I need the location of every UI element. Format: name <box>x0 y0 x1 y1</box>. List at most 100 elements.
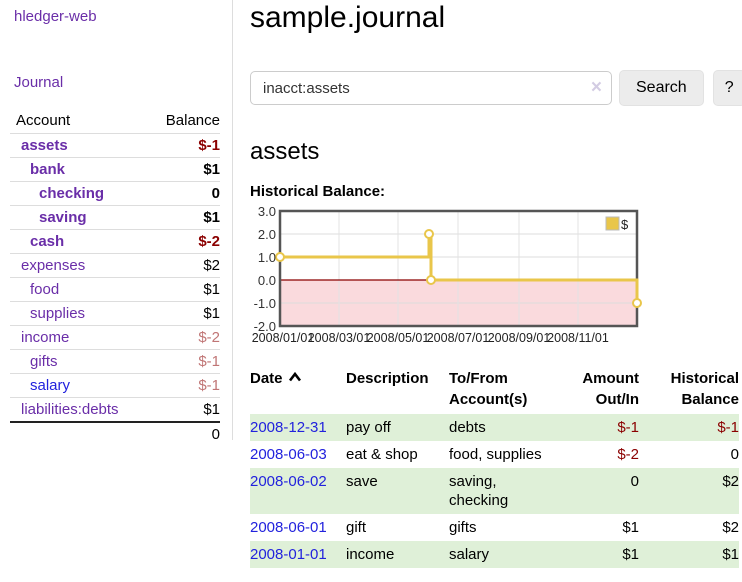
account-heading: assets <box>250 138 320 165</box>
search-button[interactable]: Search <box>619 70 704 106</box>
chart-legend: $ <box>605 216 629 232</box>
accounts-total: 0 <box>145 421 220 446</box>
accounts-header-balance: Balance <box>165 112 220 129</box>
chart-x-axis-labels: 2008/01/01 2008/03/01 2008/05/01 2008/07… <box>252 331 609 345</box>
account-balance: $2 <box>145 253 220 278</box>
account-link-bank[interactable]: bank <box>30 161 66 178</box>
txn-accounts: saving, checking <box>449 473 509 509</box>
account-balance: $1 <box>145 205 220 230</box>
txn-accounts: debts <box>449 419 486 436</box>
account-link-supplies[interactable]: supplies <box>30 305 86 322</box>
txn-accounts: food, supplies <box>449 446 542 463</box>
txn-amount: $1 <box>622 519 639 536</box>
account-link-liabilities-debts[interactable]: liabilities:debts <box>21 401 119 418</box>
account-balance: $-2 <box>145 325 220 350</box>
txn-amount: $1 <box>622 546 639 563</box>
register-header-description: Description <box>346 370 429 387</box>
account-link-saving[interactable]: saving <box>39 209 87 226</box>
search-field-wrap: × <box>250 71 612 105</box>
svg-text:-1.0: -1.0 <box>254 296 276 311</box>
txn-date-link[interactable]: 2008-01-01 <box>250 546 327 563</box>
sidebar: hledger-web Journal Account Balance asse… <box>0 0 233 446</box>
txn-description: save <box>346 473 378 490</box>
txn-description: income <box>346 546 395 563</box>
txn-balance: $2 <box>722 519 739 536</box>
chart-point <box>426 275 436 285</box>
account-balance: $1 <box>145 277 220 302</box>
clear-search-icon[interactable]: × <box>590 77 602 99</box>
txn-date-link[interactable]: 2008-06-03 <box>250 446 327 463</box>
txn-description: eat & shop <box>346 446 418 463</box>
account-balance: $1 <box>145 157 220 182</box>
svg-text:2.0: 2.0 <box>258 227 276 242</box>
account-balance: $-2 <box>145 229 220 254</box>
account-link-cash[interactable]: cash <box>30 233 65 250</box>
txn-amount: $-2 <box>617 446 639 463</box>
account-row: supplies $1 <box>10 301 220 326</box>
register-header-date[interactable]: Date <box>250 365 346 414</box>
svg-text:2008/01/01: 2008/01/01 <box>252 331 315 345</box>
register-header-row: Date Description To/From Account(s) Amou… <box>250 365 739 414</box>
historical-balance-chart: $ 3.0 2.0 1.0 0.0 -1.0 -2.0 2008/01/01 2… <box>252 206 642 345</box>
account-row: assets $-1 <box>10 133 220 158</box>
txn-date-link[interactable]: 2008-06-02 <box>250 473 327 490</box>
txn-accounts: gifts <box>449 519 477 536</box>
txn-amount: $-1 <box>617 419 639 436</box>
txn-accounts: salary <box>449 546 490 563</box>
sidebar-item-journal[interactable]: Journal <box>14 74 64 91</box>
account-balance: $-1 <box>145 133 220 158</box>
account-link-salary[interactable]: salary <box>30 377 71 394</box>
account-link-gifts[interactable]: gifts <box>30 353 58 370</box>
account-link-food[interactable]: food <box>30 281 60 298</box>
chart-point <box>275 252 285 262</box>
register-row: 2008-12-31 pay off debts $-1 $-1 <box>250 414 739 441</box>
account-balance: 0 <box>145 181 220 206</box>
account-link-assets[interactable]: assets <box>21 137 68 154</box>
register-row: 2008-06-01 gift gifts $1 $2 <box>250 514 739 541</box>
chart-border <box>278 209 639 328</box>
svg-text:2008/03/01: 2008/03/01 <box>308 331 371 345</box>
register-row: 2008-06-02 save saving, checking 0 $2 <box>250 468 739 514</box>
main-content: sample.journal × Search ? assets Histori… <box>233 0 742 568</box>
brand-link[interactable]: hledger-web <box>14 8 97 25</box>
accounts-total-row: 0 <box>10 421 220 446</box>
search-input[interactable] <box>250 71 612 105</box>
chart-data-points <box>275 229 642 308</box>
register-row: 2008-01-01 income salary $1 $1 <box>250 541 739 568</box>
chart-point <box>424 229 434 239</box>
account-row: saving $1 <box>10 205 220 230</box>
account-row: expenses $2 <box>10 253 220 278</box>
legend-label: $ <box>621 217 629 232</box>
svg-text:0.0: 0.0 <box>258 273 276 288</box>
help-button[interactable]: ? <box>712 70 742 106</box>
account-link-checking[interactable]: checking <box>39 185 105 202</box>
chart-v-gridlines <box>338 211 579 326</box>
register-header-amount: Amount Out/In <box>582 370 639 408</box>
chart-title: Historical Balance: <box>250 183 386 200</box>
account-row: food $1 <box>10 277 220 302</box>
account-row: bank $1 <box>10 157 220 182</box>
account-balance: $1 <box>145 397 220 422</box>
legend-swatch <box>605 216 620 231</box>
account-row: checking 0 <box>10 181 220 206</box>
account-row: cash $-2 <box>10 229 220 254</box>
txn-description: gift <box>346 519 367 536</box>
txn-amount: 0 <box>630 473 639 490</box>
chart-y-axis-labels: 3.0 2.0 1.0 0.0 -1.0 -2.0 <box>254 206 276 334</box>
chart-point <box>632 298 642 308</box>
txn-date-link[interactable]: 2008-12-31 <box>250 419 327 436</box>
account-row: salary $-1 <box>10 373 220 398</box>
accounts-header-account: Account <box>16 112 71 129</box>
app-window: hledger-web Journal Account Balance asse… <box>0 0 742 568</box>
account-link-income[interactable]: income <box>21 329 70 346</box>
account-balance: $-1 <box>145 373 220 398</box>
register-table: Date Description To/From Account(s) Amou… <box>250 365 739 568</box>
account-row: gifts $-1 <box>10 349 220 374</box>
search-form: × Search ? <box>250 70 742 106</box>
account-link-expenses[interactable]: expenses <box>21 257 86 274</box>
register-header-accounts: To/From Account(s) <box>449 370 528 408</box>
account-balance: $-1 <box>145 349 220 374</box>
txn-balance: 0 <box>730 446 739 463</box>
sort-ascending-icon <box>288 372 301 382</box>
txn-date-link[interactable]: 2008-06-01 <box>250 519 327 536</box>
